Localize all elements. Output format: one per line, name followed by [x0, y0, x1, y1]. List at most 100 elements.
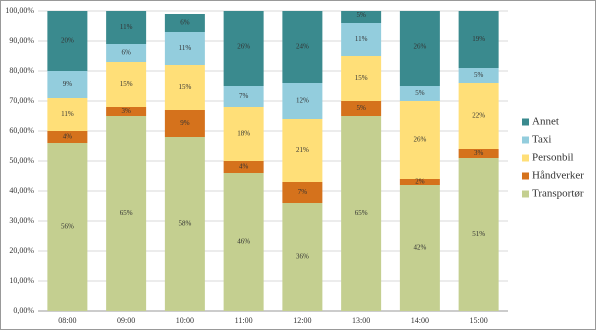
bar-segment: [47, 11, 88, 71]
bar-segment: [47, 98, 88, 131]
value-label: 51%: [472, 230, 485, 238]
value-label: 5%: [474, 71, 484, 79]
value-label: 15%: [120, 80, 133, 88]
bar-segment: [399, 179, 440, 185]
y-tick-label: 50,00%: [9, 156, 34, 165]
value-label: 5%: [356, 11, 366, 19]
y-tick-label: 30,00%: [9, 216, 34, 225]
legend-label: Taxi: [532, 134, 551, 146]
bar-segment: [106, 11, 147, 44]
bar-segment: [223, 11, 264, 86]
bar-segment: [47, 71, 88, 98]
bar-segment: [458, 158, 499, 311]
x-tick-label: 09:00: [117, 316, 135, 325]
bar-segment: [458, 149, 499, 158]
bar-segment: [399, 86, 440, 101]
y-tick-label: 40,00%: [9, 186, 34, 195]
bar-segment: [223, 161, 264, 173]
x-tick-label: 11:00: [235, 316, 253, 325]
value-label: 5%: [415, 89, 425, 97]
bar-segment: [106, 62, 147, 107]
y-tick-label: 100,00%: [5, 6, 34, 15]
x-tick-label: 12:00: [293, 316, 311, 325]
value-label: 15%: [355, 74, 368, 82]
value-label: 11%: [179, 44, 192, 52]
x-tick-label: 08:00: [58, 316, 76, 325]
x-tick-label: 10:00: [176, 316, 194, 325]
bar-segment: [164, 14, 205, 32]
value-label: 26%: [237, 43, 250, 51]
bar-segment: [399, 11, 440, 86]
y-tick-label: 0,00%: [13, 306, 34, 315]
value-label: 12%: [296, 97, 309, 105]
bar-segment: [164, 137, 205, 311]
bar-segment: [341, 101, 382, 116]
value-label: 65%: [355, 209, 368, 217]
legend-swatch: [522, 118, 529, 126]
bar-segment: [458, 68, 499, 83]
value-label: 56%: [61, 223, 74, 231]
bar-segment: [282, 203, 323, 311]
bar-segment: [164, 110, 205, 137]
bar-segment: [341, 56, 382, 101]
value-label: 6%: [180, 19, 190, 27]
x-tick-label: 13:00: [352, 316, 370, 325]
bar-segment: [282, 119, 323, 182]
bar-segment: [399, 185, 440, 311]
legend-swatch: [522, 172, 529, 180]
bar-segment: [399, 101, 440, 179]
bar-segment: [164, 32, 205, 65]
value-label: 9%: [180, 119, 190, 127]
value-label: 65%: [120, 209, 133, 217]
y-tick-label: 10,00%: [9, 276, 34, 285]
bar-segment: [223, 173, 264, 311]
bar-segment: [458, 83, 499, 149]
value-label: 21%: [296, 146, 309, 154]
y-tick-label: 70,00%: [9, 96, 34, 105]
bar-segment: [282, 182, 323, 203]
bar-segment: [47, 143, 88, 311]
bar-segment: [341, 116, 382, 311]
value-label: 26%: [413, 43, 426, 51]
value-label: 4%: [239, 163, 249, 171]
bar-segment: [223, 107, 264, 161]
value-label: 20%: [61, 37, 74, 45]
value-label: 3%: [121, 107, 131, 115]
value-label: 11%: [120, 23, 133, 31]
bar-segment: [106, 44, 147, 62]
value-label: 9%: [63, 80, 73, 88]
value-label: 26%: [413, 136, 426, 144]
legend-swatch: [522, 190, 529, 198]
y-tick-label: 20,00%: [9, 246, 34, 255]
value-label: 11%: [61, 110, 74, 118]
y-tick-label: 80,00%: [9, 66, 34, 75]
value-label: 5%: [356, 104, 366, 112]
bar-segment: [164, 65, 205, 110]
value-label: 22%: [472, 112, 485, 120]
value-label: 11%: [355, 35, 368, 43]
value-label: 36%: [296, 253, 309, 261]
value-label: 24%: [296, 43, 309, 51]
value-label: 4%: [63, 133, 73, 141]
bar-segment: [458, 11, 499, 68]
bar-segment: [223, 86, 264, 107]
y-tick-label: 60,00%: [9, 126, 34, 135]
legend-label: Håndverker: [532, 170, 584, 182]
bar-segment: [106, 116, 147, 311]
x-tick-label: 15:00: [470, 316, 488, 325]
value-label: 2%: [415, 178, 425, 186]
value-label: 18%: [237, 130, 250, 138]
value-label: 58%: [178, 220, 191, 228]
legend-label: Personbil: [532, 152, 574, 164]
value-label: 46%: [237, 238, 250, 246]
y-tick-label: 90,00%: [9, 36, 34, 45]
x-tick-label: 14:00: [411, 316, 429, 325]
bar-segment: [341, 23, 382, 56]
bar-segment: [282, 83, 323, 119]
value-label: 3%: [474, 149, 484, 157]
legend-label: Transportør: [532, 188, 584, 200]
bar-segment: [341, 11, 382, 23]
legend-swatch: [522, 154, 529, 162]
value-label: 19%: [472, 35, 485, 43]
